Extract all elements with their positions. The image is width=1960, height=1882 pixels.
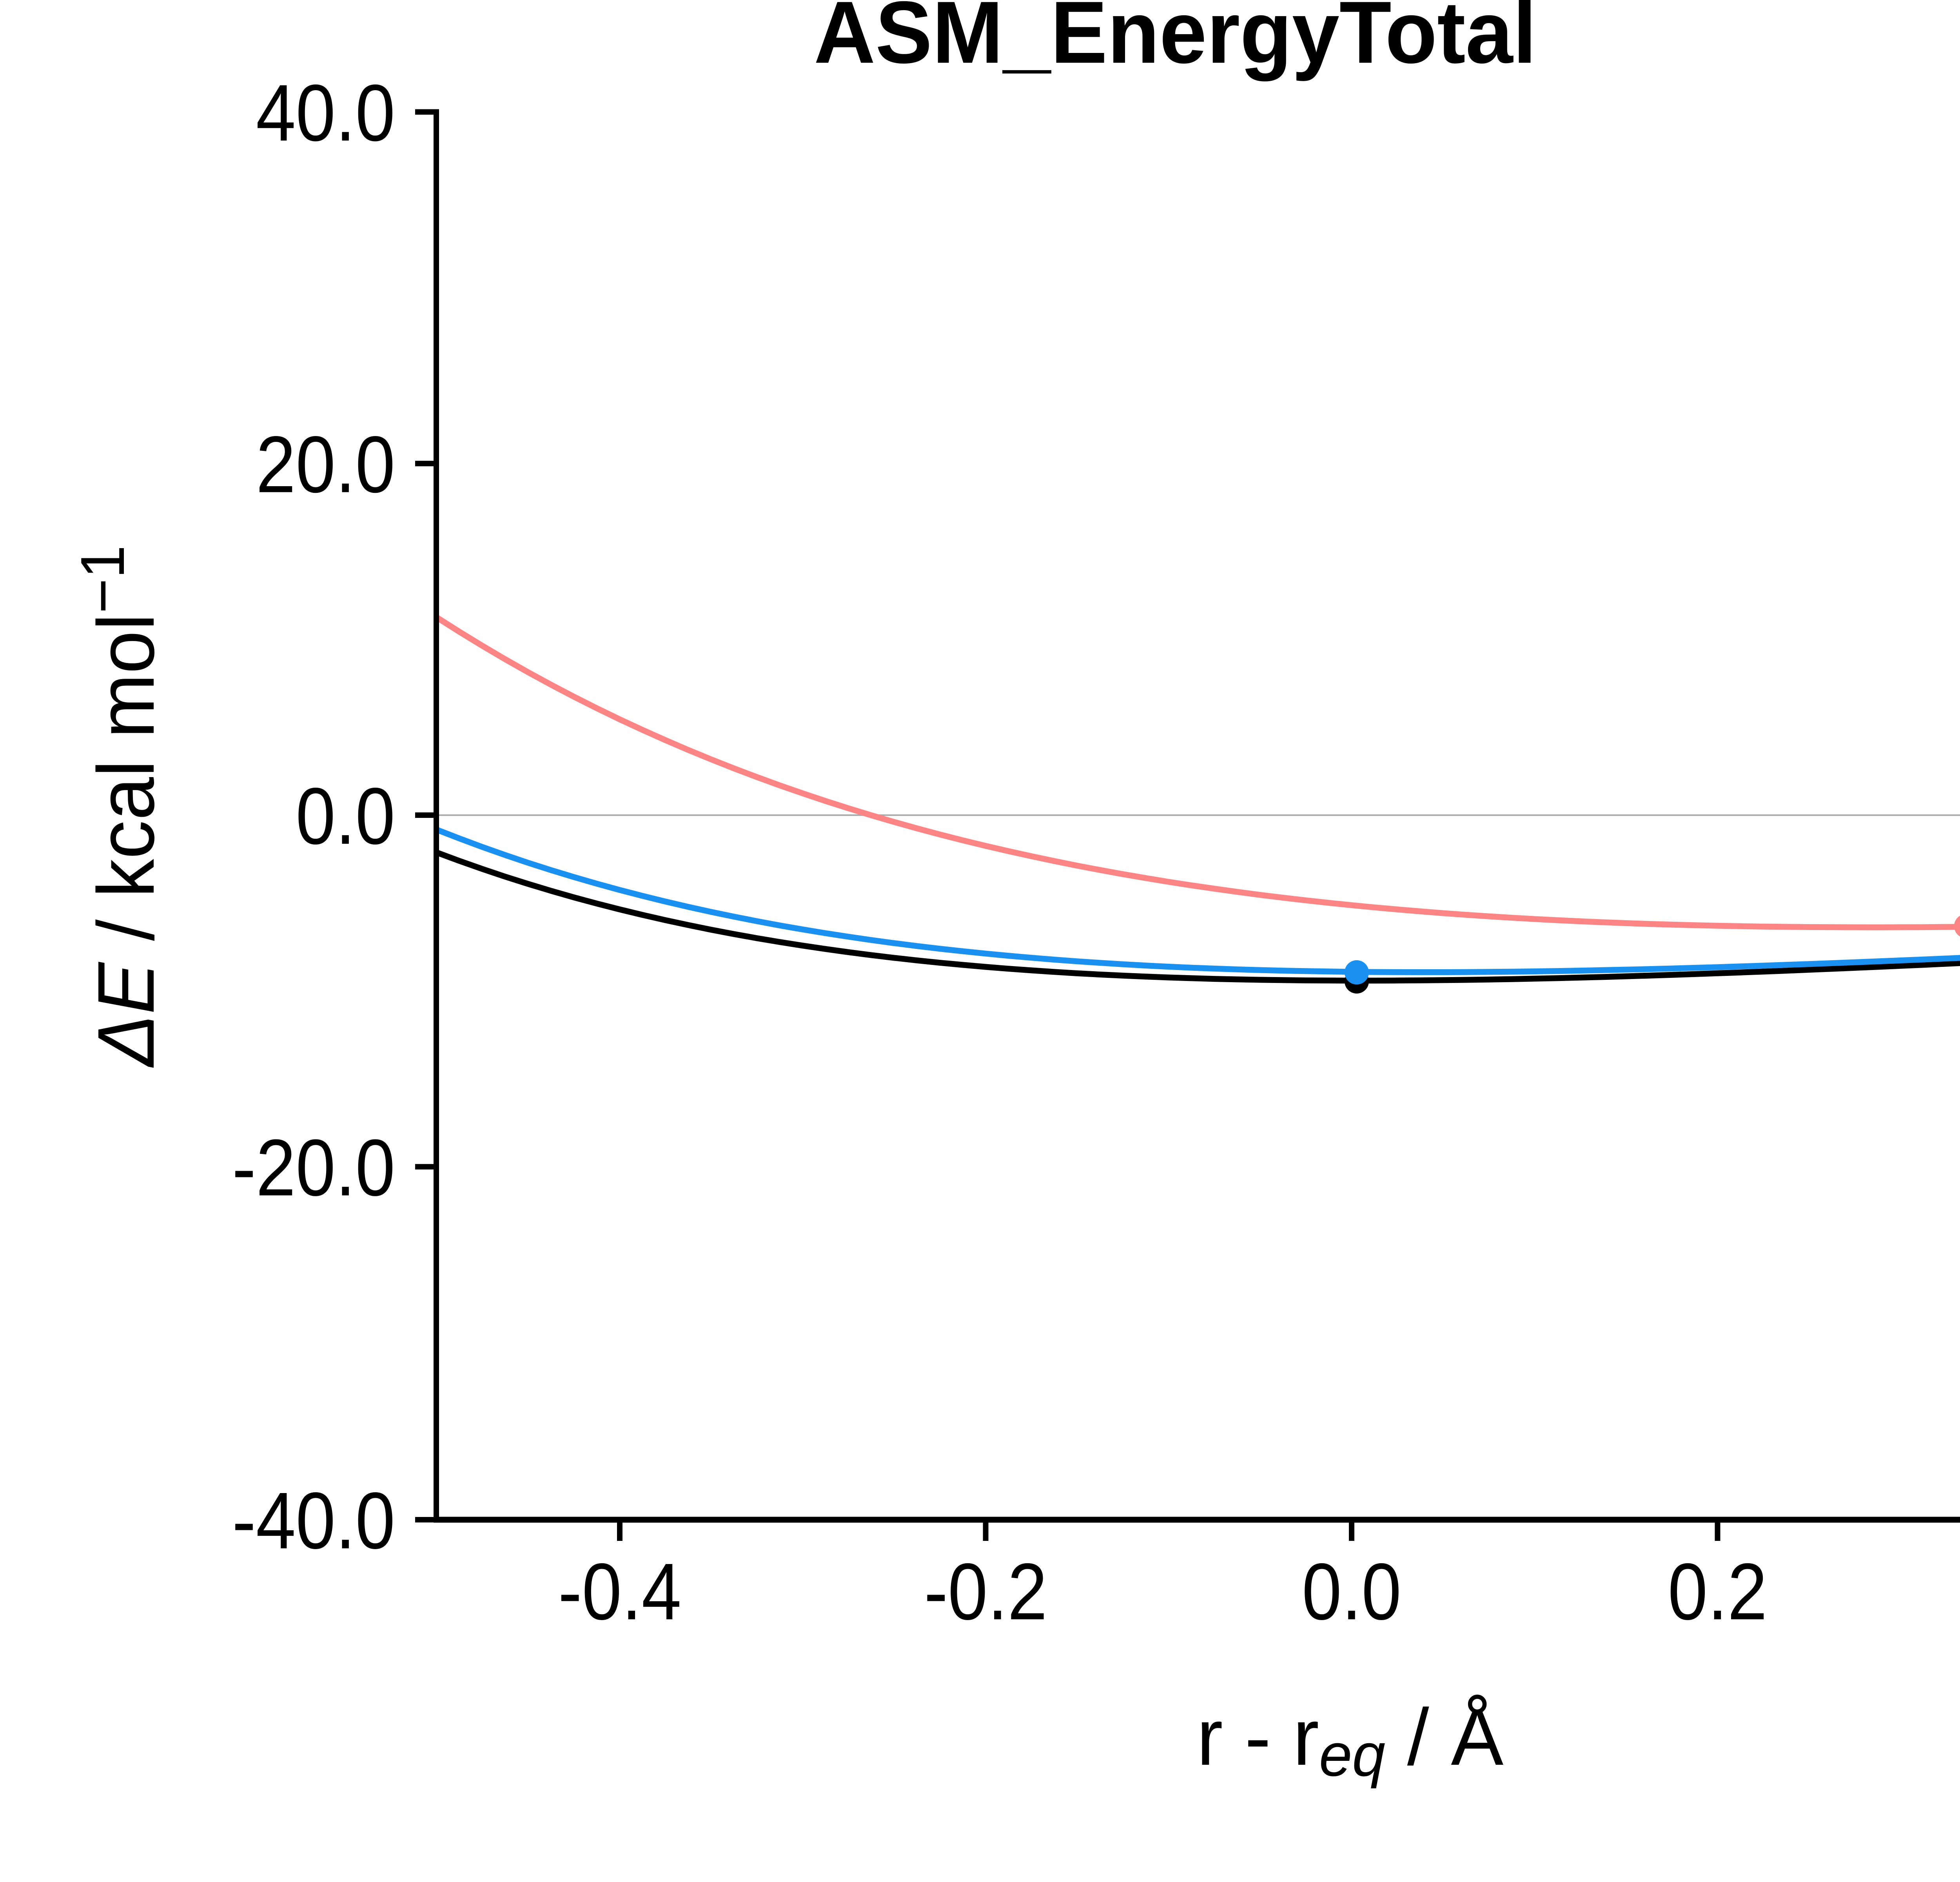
svg-text:ΔE / kcal mol−1: ΔE / kcal mol−1 [68,545,171,1068]
svg-text:40.0: 40.0 [256,68,395,158]
svg-text:-0.4: -0.4 [558,1547,681,1637]
svg-text:ASM_EnergyTotal: ASM_EnergyTotal [814,0,1537,82]
svg-text:0.0: 0.0 [296,771,395,861]
svg-text:20.0: 20.0 [256,420,395,509]
svg-text:-20.0: -20.0 [232,1123,395,1213]
svg-text:r - req / Å: r - req / Å [1197,1692,1504,1789]
svg-text:0.2: 0.2 [1668,1547,1768,1637]
svg-text:-0.2: -0.2 [924,1547,1047,1637]
svg-text:-40.0: -40.0 [232,1476,395,1566]
svg-text:0.0: 0.0 [1302,1547,1401,1637]
